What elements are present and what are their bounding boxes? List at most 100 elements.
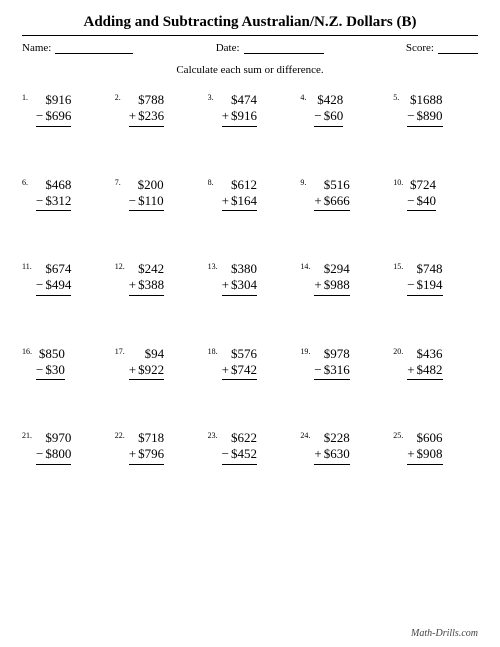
operand-top: $474 [222,92,257,108]
operator: + [314,277,323,293]
problem: 6.$468−$312 [22,177,107,212]
operand-bottom: −$494 [36,277,71,293]
operand-value: $796 [138,446,164,462]
operand-top: $294 [314,261,349,277]
problem-body: $788+$236 [129,92,164,127]
operand-bottom: +$236 [129,108,164,124]
problem-number: 23. [208,430,222,440]
problem: 17.$94+$922 [115,346,200,381]
problem: 2.$788+$236 [115,92,200,127]
problem-number: 14. [300,261,314,271]
answer-rule [36,379,65,380]
operand-top: $718 [129,430,164,446]
operand-value: $482 [417,362,443,378]
problem-body: $606+$908 [407,430,442,465]
operand-top: $916 [36,92,71,108]
answer-rule [407,464,442,465]
operator: + [222,108,231,124]
operand-top: $576 [222,346,257,362]
answer-rule [314,379,349,380]
operand-bottom: −$316 [314,362,349,378]
problem-number: 5. [393,92,407,102]
operand-top: $436 [407,346,442,362]
answer-rule [407,126,442,127]
operand-top: $748 [407,261,442,277]
answer-rule [129,295,164,296]
problem-number: 10. [393,177,407,187]
operand-bottom: +$164 [222,193,257,209]
operand-value: $194 [417,277,443,293]
problem-body: $380+$304 [222,261,257,296]
problem-number: 4. [300,92,314,102]
answer-rule [314,464,349,465]
problem-body: $474+$916 [222,92,257,127]
operand-top: $612 [222,177,257,193]
problem-body: $242+$388 [129,261,164,296]
operand-value: $388 [138,277,164,293]
operator: + [129,108,138,124]
problem-body: $724−$40 [407,177,436,212]
operand-value: $40 [417,193,437,209]
operand-bottom: −$312 [36,193,71,209]
operand-value: $890 [417,108,443,124]
operand-top: $970 [36,430,71,446]
problem-number: 1. [22,92,36,102]
problem-number: 25. [393,430,407,440]
footer-credit: Math-Drills.com [411,628,478,639]
operand-value: $922 [138,362,164,378]
answer-rule [407,379,442,380]
operand-bottom: +$482 [407,362,442,378]
problem: 19.$978−$316 [300,346,385,381]
problem-body: $200−$110 [129,177,164,212]
problem: 13.$380+$304 [208,261,293,296]
operand-bottom: −$110 [129,193,164,209]
answer-rule [129,464,164,465]
operand-bottom: +$304 [222,277,257,293]
operand-bottom: +$796 [129,446,164,462]
operator: + [129,277,138,293]
operand-value: $742 [231,362,257,378]
operand-value: $666 [324,193,350,209]
problem: 18.$576+$742 [208,346,293,381]
operand-top: $242 [129,261,164,277]
operator: − [407,277,416,293]
worksheet-page: Adding and Subtracting Australian/N.Z. D… [0,0,500,465]
answer-rule [129,126,164,127]
problem: 1.$916−$696 [22,92,107,127]
operand-top: $468 [36,177,71,193]
problem-body: $850−$30 [36,346,65,381]
operator: − [314,362,323,378]
problem: 23.$622−$452 [208,430,293,465]
operator: + [222,277,231,293]
problem-number: 13. [208,261,222,271]
problem: 4.$428−$60 [300,92,385,127]
problem-number: 11. [22,261,36,271]
problem-number: 8. [208,177,222,187]
problem-number: 16. [22,346,36,356]
answer-rule [222,210,257,211]
operator: − [129,193,138,209]
operator: + [129,362,138,378]
operator: − [36,277,45,293]
problem-number: 17. [115,346,129,356]
score-field: Score: [406,42,478,54]
operand-bottom: +$916 [222,108,257,124]
operator: + [314,446,323,462]
operand-value: $304 [231,277,257,293]
operator: + [129,446,138,462]
operand-top: $978 [314,346,349,362]
problem-body: $978−$316 [314,346,349,381]
answer-rule [36,295,71,296]
operand-bottom: −$452 [222,446,257,462]
operator: + [407,362,416,378]
title-rule [22,35,478,36]
name-label: Name: [22,42,51,54]
problem: 25.$606+$908 [393,430,478,465]
operand-bottom: −$800 [36,446,71,462]
operator: + [314,193,323,209]
operand-value: $452 [231,446,257,462]
problem-body: $622−$452 [222,430,257,465]
answer-rule [222,464,257,465]
answer-rule [36,210,71,211]
problem-body: $970−$800 [36,430,71,465]
